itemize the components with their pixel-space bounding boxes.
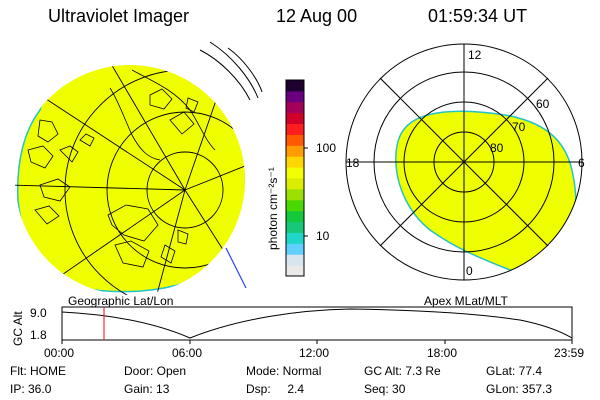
colorbar-segment (286, 90, 304, 103)
coastlines (27, 69, 216, 268)
info-gain: Gain: 13 (124, 382, 170, 396)
altitude-ytick-min: 1.8 (30, 328, 47, 342)
colorbar-segment (286, 101, 304, 114)
mlat-label-80: 80 (490, 141, 504, 155)
left-map-caption: Geographic Lat/Lon (68, 294, 174, 308)
colorbar-segment (286, 80, 304, 92)
colorbar-segment (286, 254, 304, 266)
aurora-fill-left (16, 65, 245, 293)
info-gc-alt: GC Alt: 7.3 Re (364, 364, 441, 378)
colorbar-segment (286, 221, 304, 233)
colorbar-segment (286, 167, 304, 179)
info-ip: IP: 36.0 (10, 382, 52, 396)
colorbar-tick-100: 100 (316, 141, 337, 155)
mlt-label-6: 6 (578, 156, 585, 170)
altitude-curve (62, 308, 572, 339)
colorbar-segment (286, 156, 304, 168)
altitude-xtick-4: 23:59 (554, 346, 585, 360)
info-mode: Mode: Normal (246, 364, 322, 378)
mlat-label-60: 60 (536, 97, 550, 111)
mlt-label-12: 12 (468, 48, 482, 62)
colorbar-segment (286, 178, 304, 190)
colorbar-segment (286, 134, 304, 146)
geographic-map (14, 41, 263, 296)
altitude-xtick-1: 06:00 (172, 346, 203, 360)
colorbar-segment (286, 210, 304, 223)
altitude-plot (61, 306, 573, 344)
colorbar-segment (286, 199, 304, 212)
colorbar-border (285, 79, 305, 277)
altitude-ylabel: GC Alt (11, 311, 25, 346)
instrument-title: Ultraviolet Imager (48, 6, 190, 26)
colorbar-segment (286, 123, 304, 135)
colorbar-segment (286, 232, 304, 244)
colorbar-unit-label: photon cm⁻²s⁻¹ (266, 167, 280, 250)
magnetic-map (345, 43, 583, 281)
altitude-ytick-max: 9.0 (30, 306, 47, 320)
mlt-label-18: 18 (346, 156, 360, 170)
info-seq: Seq: 30 (364, 382, 406, 396)
colorbar-segment (286, 188, 304, 201)
info-glon: GLon: 357.3 (486, 382, 553, 396)
time-label: 01:59:34 UT (428, 6, 528, 26)
altitude-xtick-3: 18:00 (427, 346, 458, 360)
date-label: 12 Aug 00 (276, 6, 358, 26)
colorbar-segment (286, 145, 304, 157)
terminator-line (225, 247, 247, 289)
altitude-xtick-2: 12:00 (299, 346, 330, 360)
altitude-xtick-0: 00:00 (44, 346, 75, 360)
info-glat: GLat: 77.4 (486, 364, 543, 378)
right-map-caption: Apex MLat/MLT (424, 294, 508, 308)
mlat-label-70: 70 (512, 120, 526, 134)
colorbar-segment (286, 265, 304, 277)
colorbar-segment (286, 112, 304, 125)
color-bar (285, 79, 308, 277)
mlt-label-0: 0 (466, 264, 473, 278)
info-door: Door: Open (124, 364, 187, 378)
info-dsp: Dsp: 2.4 (246, 382, 305, 396)
info-flt: Flt: HOME (10, 364, 66, 378)
colorbar-segment (286, 243, 304, 255)
colorbar-tick-10: 10 (316, 229, 330, 243)
